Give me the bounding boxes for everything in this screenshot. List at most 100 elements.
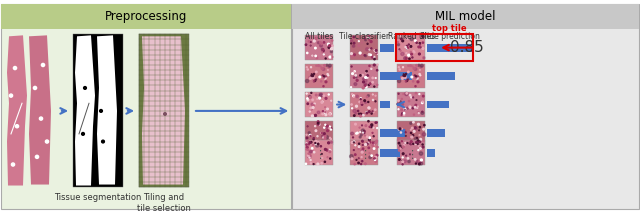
Circle shape <box>371 68 372 69</box>
Circle shape <box>399 69 401 70</box>
FancyBboxPatch shape <box>350 92 378 117</box>
Circle shape <box>411 97 412 98</box>
Circle shape <box>414 107 416 108</box>
Circle shape <box>405 58 407 59</box>
Circle shape <box>421 112 424 114</box>
Circle shape <box>416 77 418 79</box>
Circle shape <box>312 55 313 56</box>
Circle shape <box>306 137 308 139</box>
Circle shape <box>403 130 406 132</box>
Circle shape <box>358 113 360 114</box>
Circle shape <box>355 76 357 78</box>
Circle shape <box>349 155 353 158</box>
Circle shape <box>317 124 319 125</box>
Circle shape <box>315 55 316 57</box>
Circle shape <box>373 148 375 149</box>
Text: All tiles: All tiles <box>305 32 333 41</box>
Circle shape <box>414 52 415 53</box>
Circle shape <box>362 141 363 142</box>
Circle shape <box>374 58 375 60</box>
Circle shape <box>310 76 312 77</box>
Circle shape <box>309 97 311 98</box>
Circle shape <box>369 137 371 139</box>
Circle shape <box>397 44 399 46</box>
Circle shape <box>310 150 313 153</box>
Circle shape <box>320 42 321 43</box>
Circle shape <box>400 50 401 51</box>
Circle shape <box>354 71 355 72</box>
Circle shape <box>326 130 328 132</box>
Circle shape <box>311 109 312 110</box>
Circle shape <box>422 42 424 43</box>
Circle shape <box>355 123 356 125</box>
Circle shape <box>361 157 362 158</box>
Circle shape <box>371 155 372 156</box>
Circle shape <box>327 74 328 75</box>
Circle shape <box>415 127 417 130</box>
Circle shape <box>323 77 324 78</box>
Circle shape <box>371 56 372 58</box>
Circle shape <box>323 49 324 50</box>
FancyBboxPatch shape <box>427 129 445 137</box>
Circle shape <box>369 83 371 84</box>
Circle shape <box>376 140 378 142</box>
Circle shape <box>325 136 328 139</box>
Circle shape <box>307 103 308 104</box>
Circle shape <box>374 159 376 160</box>
Circle shape <box>353 115 355 116</box>
Circle shape <box>419 163 420 165</box>
Circle shape <box>353 141 355 142</box>
FancyBboxPatch shape <box>397 35 425 60</box>
Circle shape <box>363 114 364 116</box>
Circle shape <box>361 160 363 162</box>
Circle shape <box>307 140 308 142</box>
Text: ⋮: ⋮ <box>406 150 417 160</box>
FancyBboxPatch shape <box>73 34 123 187</box>
Circle shape <box>319 93 323 96</box>
Circle shape <box>322 68 325 71</box>
Circle shape <box>422 133 426 136</box>
Circle shape <box>398 93 399 94</box>
Circle shape <box>413 122 414 123</box>
Circle shape <box>332 45 333 46</box>
Circle shape <box>408 71 409 73</box>
FancyBboxPatch shape <box>427 44 472 51</box>
Circle shape <box>325 76 326 77</box>
Circle shape <box>305 79 308 83</box>
FancyBboxPatch shape <box>427 149 435 156</box>
Circle shape <box>359 101 360 103</box>
Circle shape <box>419 45 420 46</box>
Circle shape <box>317 136 318 137</box>
Circle shape <box>351 142 353 143</box>
Circle shape <box>423 125 424 126</box>
Circle shape <box>406 45 408 47</box>
Circle shape <box>362 74 364 76</box>
Circle shape <box>322 113 323 115</box>
Circle shape <box>374 86 375 87</box>
Circle shape <box>413 51 414 52</box>
Circle shape <box>408 137 410 138</box>
Circle shape <box>401 98 403 99</box>
Circle shape <box>408 100 410 102</box>
Circle shape <box>314 114 317 116</box>
Circle shape <box>403 114 404 116</box>
Circle shape <box>368 54 370 56</box>
Circle shape <box>368 147 369 148</box>
Circle shape <box>312 75 314 77</box>
Circle shape <box>374 158 375 159</box>
Circle shape <box>419 94 420 95</box>
FancyBboxPatch shape <box>397 92 425 117</box>
Circle shape <box>367 75 369 77</box>
Circle shape <box>419 43 420 44</box>
Circle shape <box>362 161 363 162</box>
Circle shape <box>408 160 410 163</box>
Circle shape <box>328 64 332 67</box>
Circle shape <box>321 140 323 142</box>
Circle shape <box>399 150 400 151</box>
Circle shape <box>415 159 416 160</box>
Circle shape <box>364 85 366 86</box>
Circle shape <box>372 99 374 100</box>
Circle shape <box>318 124 320 125</box>
FancyBboxPatch shape <box>305 92 333 117</box>
Circle shape <box>328 46 330 48</box>
